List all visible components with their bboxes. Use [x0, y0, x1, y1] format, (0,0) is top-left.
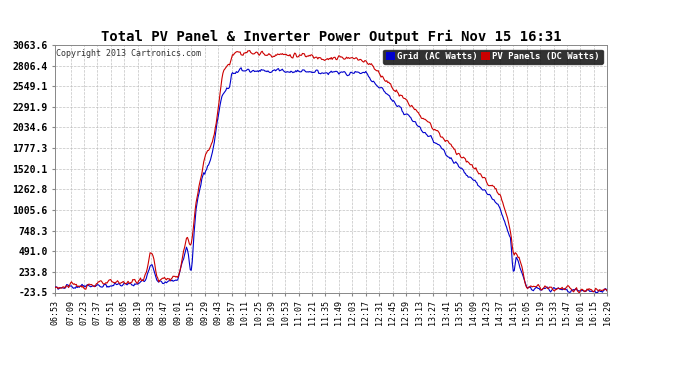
Title: Total PV Panel & Inverter Power Output Fri Nov 15 16:31: Total PV Panel & Inverter Power Output F…	[101, 30, 562, 44]
Text: Copyright 2013 Cartronics.com: Copyright 2013 Cartronics.com	[57, 49, 201, 58]
Legend: Grid (AC Watts), PV Panels (DC Watts): Grid (AC Watts), PV Panels (DC Watts)	[383, 50, 602, 64]
